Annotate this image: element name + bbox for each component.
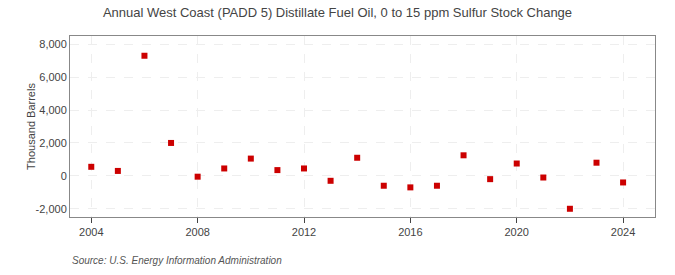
svg-text:2004: 2004 xyxy=(79,226,103,238)
svg-text:2012: 2012 xyxy=(292,226,316,238)
svg-text:0: 0 xyxy=(61,170,67,182)
svg-text:2016: 2016 xyxy=(398,226,422,238)
svg-text:4,000: 4,000 xyxy=(39,104,67,116)
svg-text:6,000: 6,000 xyxy=(39,71,67,83)
svg-text:8,000: 8,000 xyxy=(39,38,67,50)
svg-text:2020: 2020 xyxy=(504,226,528,238)
svg-text:Source: U.S. Energy Informatio: Source: U.S. Energy Information Administ… xyxy=(72,255,282,266)
svg-text:-2,000: -2,000 xyxy=(36,203,67,215)
svg-text:Annual West Coast (PADD 5) Dis: Annual West Coast (PADD 5) Distillate Fu… xyxy=(103,5,572,20)
svg-text:2,000: 2,000 xyxy=(39,137,67,149)
svg-text:Thousand Barrels: Thousand Barrels xyxy=(25,83,37,170)
svg-text:2024: 2024 xyxy=(611,226,635,238)
svg-text:2008: 2008 xyxy=(185,226,209,238)
